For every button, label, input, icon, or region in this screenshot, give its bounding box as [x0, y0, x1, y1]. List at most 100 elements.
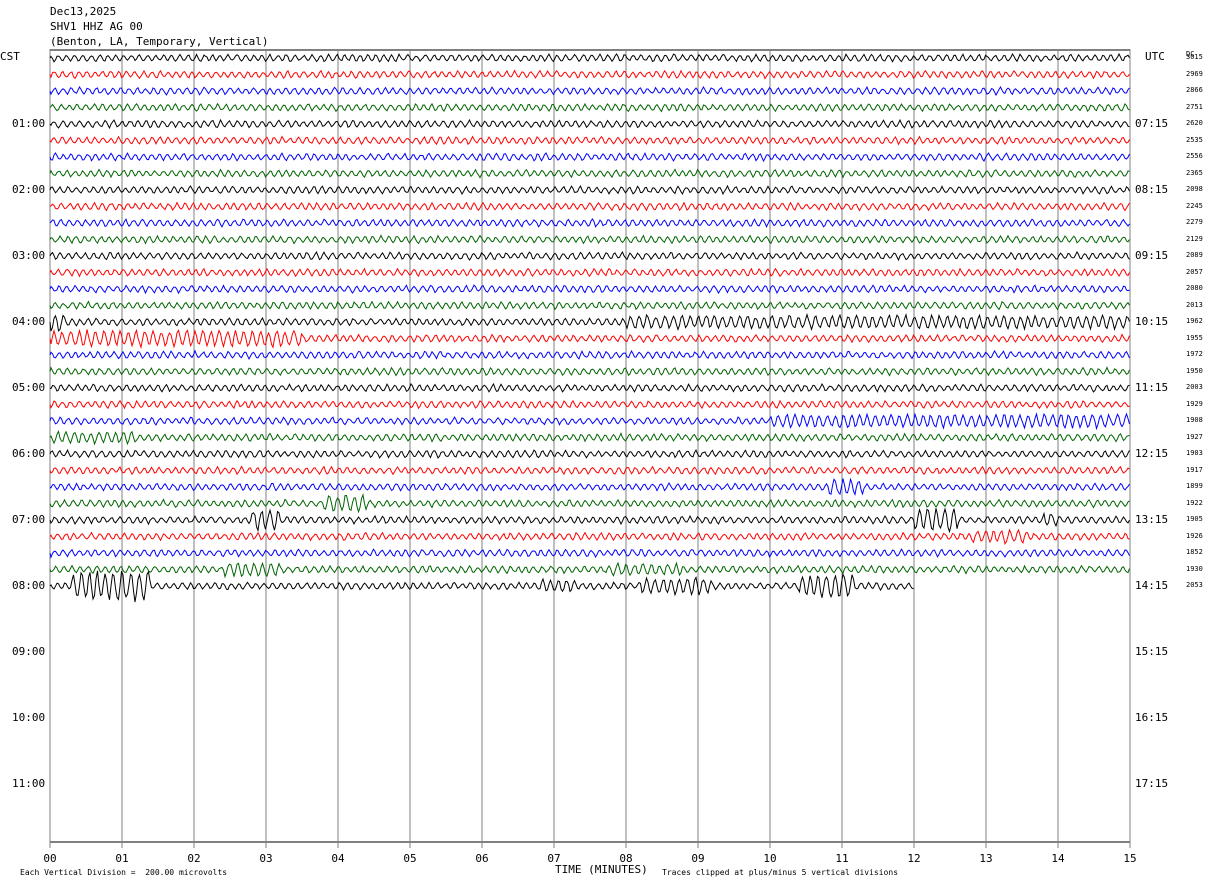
dc-value: 1930: [1186, 564, 1203, 573]
plot-frame: [49, 49, 1131, 843]
seismic-trace: [49, 312, 1130, 332]
dc-value: 2969: [1186, 69, 1203, 78]
dc-value: 1903: [1186, 449, 1203, 457]
cst-hour-label: 05:00: [12, 381, 46, 394]
dc-value: 1917: [1186, 465, 1203, 474]
seismic-trace: [49, 184, 1130, 196]
seismic-trace: [49, 548, 1130, 559]
seismic-trace: [49, 429, 1130, 446]
seismic-trace: [49, 561, 1130, 579]
cst-hour-label: 04:00: [12, 315, 46, 328]
dc-value: 2013: [1186, 300, 1203, 309]
seismic-trace: [49, 168, 1130, 179]
dc-value: 2098: [1186, 185, 1203, 193]
seismic-trace: [49, 250, 1130, 262]
cst-hour-label: 07:00: [12, 513, 46, 526]
dc-value: 2279: [1186, 218, 1203, 226]
seismic-trace: [49, 85, 1130, 97]
dc-value: 2751: [1186, 102, 1203, 111]
dc-value: 1972: [1186, 350, 1203, 358]
utc-hour-label: 08:15: [1135, 183, 1169, 196]
seismic-trace: [49, 528, 1130, 545]
dc-value: 2365: [1186, 168, 1203, 177]
utc-hour-label: 17:15: [1135, 777, 1169, 790]
seismic-trace: [49, 328, 1130, 350]
x-tick-label: 15: [1123, 852, 1137, 865]
cst-hour-label: 09:00: [12, 645, 46, 658]
dc-value: 1922: [1186, 498, 1203, 507]
seismic-trace: [49, 135, 1130, 146]
dc-value: 1852: [1186, 548, 1203, 556]
x-tick-label: 12: [907, 852, 921, 865]
dc-value: 2245: [1186, 201, 1203, 210]
x-tick-label: 04: [331, 852, 345, 865]
seismic-trace: [49, 151, 1130, 163]
scale-note: Each Vertical Division = 200.00 microvol…: [20, 868, 228, 877]
seismic-trace: [49, 570, 914, 603]
dc-value: 1927: [1186, 432, 1203, 441]
seismic-trace: [49, 284, 1130, 295]
seismic-trace: [49, 492, 1130, 514]
seismic-trace: [49, 382, 1130, 393]
utc-hour-label: 12:15: [1135, 447, 1169, 460]
x-tick-label: 01: [115, 852, 129, 865]
dc-value: 1926: [1186, 531, 1203, 540]
dc-value: 1899: [1186, 482, 1203, 490]
utc-hour-label: 11:15: [1135, 381, 1169, 394]
cst-hour-label: 10:00: [12, 711, 46, 724]
x-tick-label: 02: [187, 852, 201, 865]
seismic-trace: [49, 69, 1130, 80]
seismic-traces: [49, 52, 1130, 603]
seismic-trace: [49, 399, 1130, 410]
x-tick-label: 08: [619, 852, 633, 865]
dc-value: 2535: [1186, 135, 1203, 144]
dc-value: 2866: [1186, 86, 1203, 94]
dc-value: 3015: [1186, 53, 1203, 61]
seismic-trace: [49, 52, 1130, 63]
dc-value: 2129: [1186, 234, 1203, 243]
utc-hour-label: 14:15: [1135, 579, 1169, 592]
seismic-trace: [49, 507, 1130, 534]
x-tick-label: 09: [691, 852, 705, 865]
utc-hour-label: 16:15: [1135, 711, 1169, 724]
x-tick-label: 13: [979, 852, 993, 865]
cst-axis-title: CST: [0, 50, 20, 63]
seismic-trace: [49, 118, 1130, 130]
x-tick-label: 07: [547, 852, 561, 865]
seismic-trace: [49, 448, 1130, 459]
cst-hour-label: 03:00: [12, 249, 46, 262]
seismic-trace: [49, 218, 1130, 229]
cst-hour-label: 08:00: [12, 579, 46, 592]
seismic-trace: [49, 102, 1130, 113]
utc-axis-title: UTC: [1145, 50, 1165, 63]
dc-value: 2057: [1186, 267, 1203, 276]
utc-hour-label: 15:15: [1135, 645, 1169, 658]
header-station: SHV1 HHZ AG 00: [50, 20, 143, 33]
seismic-trace: [49, 465, 1130, 476]
seismic-trace: [49, 300, 1130, 311]
seismic-trace: [49, 267, 1130, 278]
clip-note: Traces clipped at plus/minus 5 vertical …: [662, 868, 899, 877]
utc-hour-label: 13:15: [1135, 513, 1169, 526]
x-tick-label: 11: [835, 852, 849, 865]
dc-value: 1950: [1186, 366, 1203, 375]
cst-hour-label: 02:00: [12, 183, 46, 196]
header-date: Dec13,2025: [50, 5, 117, 18]
seismic-trace: [49, 477, 1130, 497]
x-tick-label: 05: [403, 852, 417, 865]
seismic-trace: [49, 366, 1130, 377]
dc-value: 2556: [1186, 152, 1203, 160]
cst-hour-label: 01:00: [12, 117, 46, 130]
dc-value: 2053: [1186, 581, 1203, 589]
cst-hour-label: 11:00: [12, 777, 46, 790]
x-tick-label: 14: [1051, 852, 1065, 865]
dc-value: 2003: [1186, 383, 1203, 391]
x-tick-label: 06: [475, 852, 489, 865]
x-tick-label: 00: [43, 852, 57, 865]
minute-gridlines: [49, 49, 1131, 848]
dc-value: 2080: [1186, 284, 1203, 292]
seismic-trace: [49, 234, 1130, 245]
dc-value: 1962: [1186, 317, 1203, 325]
dc-value: 1908: [1186, 416, 1203, 424]
